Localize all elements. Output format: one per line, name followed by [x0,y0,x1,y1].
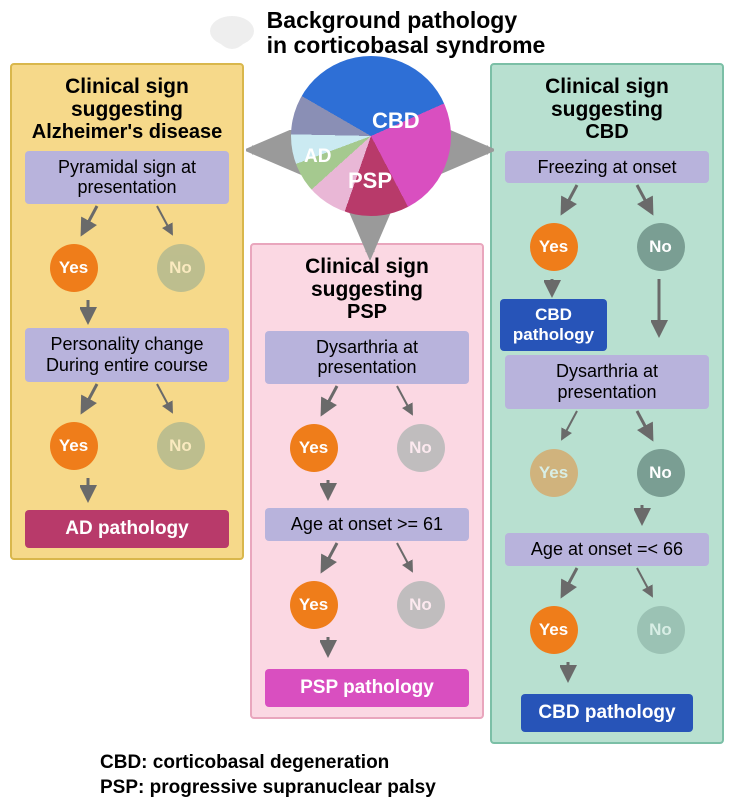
page-title: Background pathology in corticobasal syn… [267,8,546,59]
cbd-branch3: Yes No [500,606,714,654]
cbd-branch2: Yes No [500,449,714,497]
column-psp: Clinical sign suggesting PSP Dysarthria … [250,243,484,719]
no-circle: No [637,449,685,497]
no-circle: No [157,422,205,470]
arrow [260,635,474,665]
legend: CBD: corticobasal degeneration PSP: prog… [0,744,752,801]
arrow [500,660,714,690]
ad-pathology: AD pathology [25,510,228,548]
cbd-box3: Age at onset =< 66 [505,533,708,566]
brain-icon [207,13,257,53]
yes-circle: Yes [290,424,338,472]
cbd-pathology-top: CBD pathology [500,299,607,351]
ad-branch1: Yes No [20,244,234,292]
arrow [260,478,474,508]
arrow [20,298,234,328]
arrow [500,503,714,533]
cbd-pathology: CBD pathology [521,694,692,732]
no-circle: No [397,581,445,629]
pie-label-ad: AD [304,146,331,168]
title-line1: Background pathology [267,8,546,33]
col-ad-sub: Alzheimer's disease [32,121,222,143]
arrow [544,277,564,299]
cbd-branch1-out: CBD pathology [500,277,714,351]
yes-circle: Yes [530,449,578,497]
column-cbd: Clinical sign suggesting CBD Freezing at… [490,63,724,744]
ad-box2: Personality change During entire course [25,328,228,381]
yes-circle: Yes [50,244,98,292]
column-ad: Clinical sign suggesting Alzheimer's dis… [10,63,244,560]
yes-circle: Yes [530,223,578,271]
cbd-split3 [500,566,714,600]
ad-box1: Pyramidal sign at presentation [25,151,228,204]
arrow [651,277,671,339]
no-circle: No [157,244,205,292]
psp-split2 [260,541,474,575]
psp-box1: Dysarthria at presentation [265,331,468,384]
pie-label-cbd: CBD [372,108,420,134]
psp-split1 [260,384,474,418]
yes-circle: Yes [50,422,98,470]
cbd-branch1: Yes No [500,223,714,271]
psp-branch1: Yes No [260,424,474,472]
col-psp-sub: PSP [347,301,387,323]
ad-split1 [20,204,234,238]
ad-branch2: Yes No [20,422,234,470]
psp-box2: Age at onset >= 61 [265,508,468,541]
psp-branch2: Yes No [260,581,474,629]
pie-chart: CBD PSP AD [266,56,476,226]
header: Background pathology in corticobasal syn… [0,0,752,63]
legend-psp: PSP: progressive supranuclear palsy [100,775,752,801]
no-circle: No [637,223,685,271]
cbd-split2 [500,409,714,443]
yes-circle: Yes [290,581,338,629]
pie-label-psp: PSP [348,168,392,194]
cbd-box1: Freezing at onset [505,151,708,184]
col-psp-title: Clinical sign suggesting [260,255,474,301]
col-ad-title: Clinical sign suggesting [20,75,234,121]
col-cbd-title: Clinical sign suggesting [500,75,714,121]
psp-pathology: PSP pathology [265,669,468,707]
title-line2: in corticobasal syndrome [267,33,546,58]
legend-cbd: CBD: corticobasal degeneration [100,750,752,776]
no-circle: No [637,606,685,654]
yes-circle: Yes [530,606,578,654]
cbd-box2: Dysarthria at presentation [505,355,708,408]
ad-split2 [20,382,234,416]
no-circle: No [397,424,445,472]
col-cbd-sub: CBD [585,121,628,143]
arrow [20,476,234,506]
cbd-split1 [500,183,714,217]
